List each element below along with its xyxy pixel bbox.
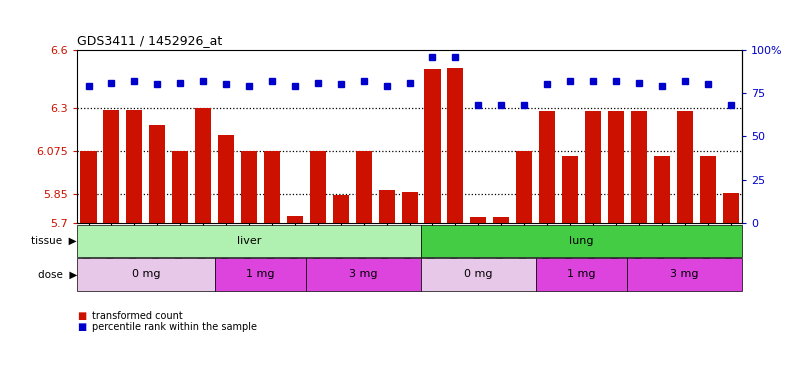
Text: GDS3411 / 1452926_at: GDS3411 / 1452926_at: [77, 34, 222, 47]
Text: 1 mg: 1 mg: [247, 269, 275, 280]
Text: ■: ■: [77, 311, 86, 321]
Bar: [539, 111, 556, 223]
Bar: [608, 111, 624, 223]
Bar: [654, 156, 670, 223]
Bar: [241, 151, 257, 223]
Text: tissue  ▶: tissue ▶: [32, 236, 77, 246]
Bar: [536, 258, 628, 291]
Text: percentile rank within the sample: percentile rank within the sample: [92, 322, 256, 332]
Text: liver: liver: [237, 236, 261, 246]
Bar: [127, 111, 143, 223]
Bar: [80, 151, 97, 223]
Bar: [149, 125, 165, 223]
Bar: [218, 136, 234, 223]
Bar: [628, 258, 742, 291]
Bar: [562, 156, 578, 223]
Text: transformed count: transformed count: [92, 311, 182, 321]
Bar: [723, 193, 739, 223]
Bar: [421, 258, 536, 291]
Bar: [307, 258, 421, 291]
Bar: [448, 68, 463, 223]
Bar: [333, 195, 349, 223]
Bar: [215, 258, 307, 291]
Bar: [77, 258, 215, 291]
Bar: [264, 151, 280, 223]
Text: 0 mg: 0 mg: [464, 269, 492, 280]
Bar: [470, 217, 487, 223]
Bar: [424, 69, 440, 223]
Bar: [401, 192, 418, 223]
Bar: [421, 225, 742, 257]
Text: 0 mg: 0 mg: [131, 269, 160, 280]
Bar: [676, 111, 693, 223]
Bar: [287, 216, 303, 223]
Text: dose  ▶: dose ▶: [37, 269, 77, 280]
Bar: [356, 151, 371, 223]
Bar: [700, 156, 715, 223]
Bar: [493, 217, 509, 223]
Bar: [379, 190, 395, 223]
Text: 1 mg: 1 mg: [567, 269, 596, 280]
Bar: [631, 111, 647, 223]
Text: lung: lung: [569, 236, 594, 246]
Bar: [310, 151, 326, 223]
Text: 3 mg: 3 mg: [350, 269, 378, 280]
Text: ■: ■: [77, 322, 86, 332]
Text: 3 mg: 3 mg: [671, 269, 699, 280]
Bar: [195, 109, 211, 223]
Bar: [516, 151, 532, 223]
Bar: [585, 111, 601, 223]
Bar: [104, 111, 119, 223]
Bar: [172, 151, 188, 223]
Bar: [77, 225, 421, 257]
